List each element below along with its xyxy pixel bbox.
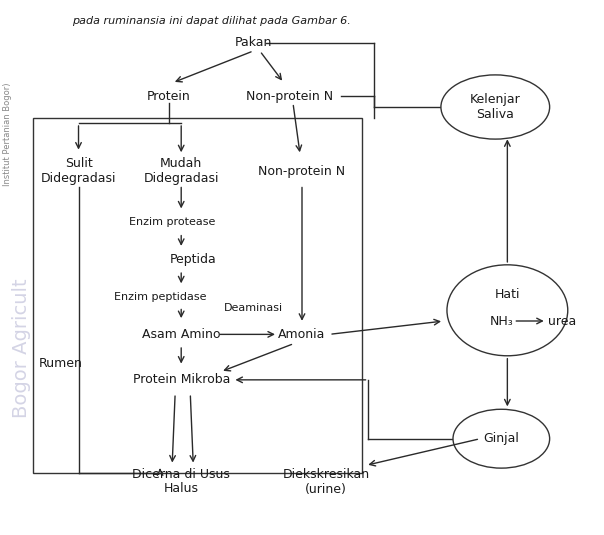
Text: Amonia: Amonia — [278, 328, 326, 341]
Text: Protein Mikroba: Protein Mikroba — [132, 373, 230, 386]
Text: Asam Amino: Asam Amino — [142, 328, 220, 341]
Text: Protein: Protein — [147, 90, 191, 103]
Text: urea: urea — [548, 315, 576, 327]
Text: Non-protein N: Non-protein N — [259, 165, 345, 178]
Text: Hati: Hati — [495, 288, 520, 301]
Text: Ginjal: Ginjal — [483, 432, 519, 445]
Text: Peptida: Peptida — [170, 253, 217, 266]
Ellipse shape — [453, 409, 550, 468]
Text: Bogor Agricult: Bogor Agricult — [11, 278, 31, 417]
Text: Deaminasi: Deaminasi — [224, 303, 283, 312]
Text: Mudah
Didegradasi: Mudah Didegradasi — [144, 157, 219, 185]
Text: Sulit
Didegradasi: Sulit Didegradasi — [40, 157, 116, 185]
Text: Enzim protease: Enzim protease — [129, 217, 216, 227]
Text: Enzim peptidase: Enzim peptidase — [114, 292, 207, 302]
Ellipse shape — [441, 75, 550, 139]
Ellipse shape — [447, 265, 568, 356]
Text: Non-protein N: Non-protein N — [246, 90, 333, 103]
Text: Kelenjar
Saliva: Kelenjar Saliva — [470, 93, 521, 121]
Text: Dicerna di Usus
Halus: Dicerna di Usus Halus — [132, 468, 230, 495]
Text: Institut Pertanian Bogor): Institut Pertanian Bogor) — [3, 82, 11, 186]
Text: Diekskresikan
(urine): Diekskresikan (urine) — [283, 468, 370, 495]
Text: Pakan: Pakan — [235, 36, 272, 49]
Text: pada ruminansia ini dapat dilihat pada Gambar 6.: pada ruminansia ini dapat dilihat pada G… — [72, 16, 351, 26]
Text: Rumen: Rumen — [39, 357, 82, 370]
Text: NH₃: NH₃ — [489, 315, 513, 327]
